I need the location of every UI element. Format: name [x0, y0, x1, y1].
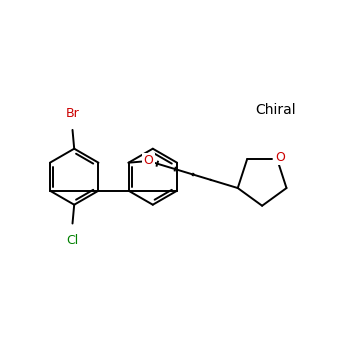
Text: O: O	[144, 154, 153, 168]
Text: Chiral: Chiral	[256, 103, 296, 117]
Text: Br: Br	[66, 107, 79, 120]
Text: O: O	[275, 151, 285, 164]
Text: Cl: Cl	[66, 234, 79, 247]
